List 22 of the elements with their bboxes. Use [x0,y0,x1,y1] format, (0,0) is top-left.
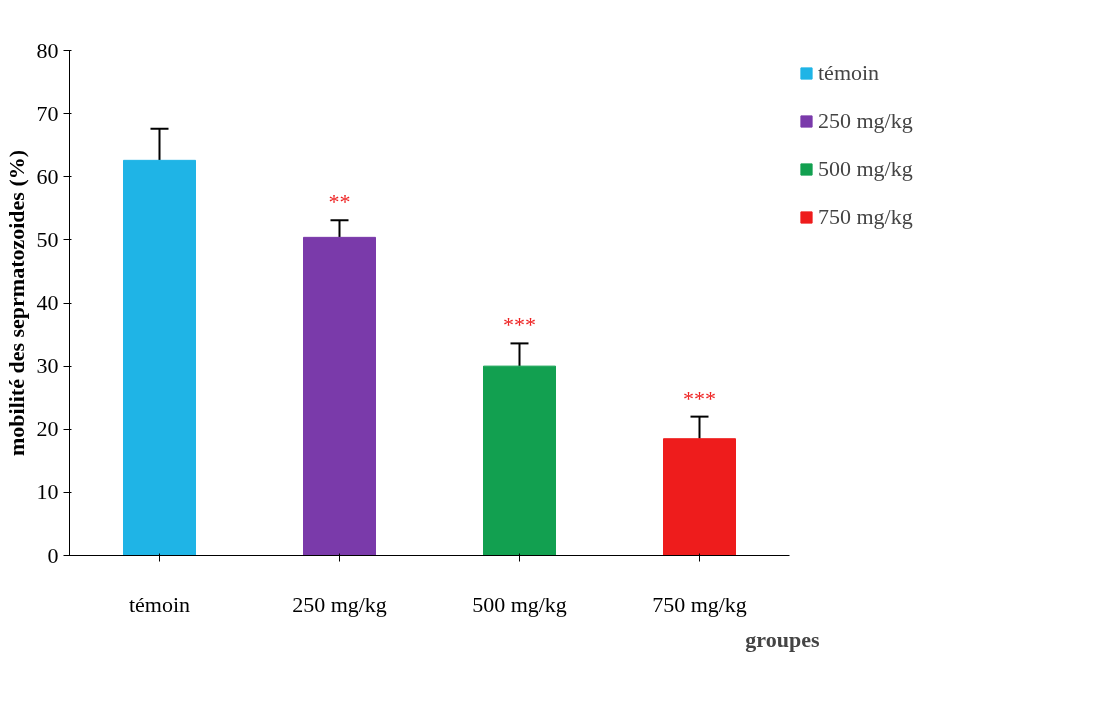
y-tick-label: 50 [36,226,59,252]
x-tick-label: 500 mg/kg [472,591,567,617]
annotation: ** [328,189,351,215]
y-tick-label: 60 [36,163,59,189]
y-tick-label: 0 [47,542,59,568]
annotation: *** [503,312,536,338]
x-tick-label: témoin [128,591,191,617]
x-axis-title: groupes [745,626,820,652]
legend-label: 500 mg/kg [818,156,913,182]
y-tick-label: 40 [36,290,59,315]
x-tick-label: 750 mg/kg [652,591,747,617]
legend-label: 750 mg/kg [818,204,913,230]
legend-label: témoin [818,60,880,86]
y-tick-label: 20 [36,416,59,442]
y-tick-label: 10 [36,479,59,505]
y-tick-label: 70 [36,100,59,126]
annotation: *** [683,385,716,411]
x-tick-label: 250 mg/kg [292,591,387,617]
legend-label: 250 mg/kg [818,108,913,134]
y-tick-label: 80 [36,37,59,63]
y-axis-title: mobilité des seprmatozoides (%) [3,149,29,457]
y-tick-label: 30 [36,353,59,379]
